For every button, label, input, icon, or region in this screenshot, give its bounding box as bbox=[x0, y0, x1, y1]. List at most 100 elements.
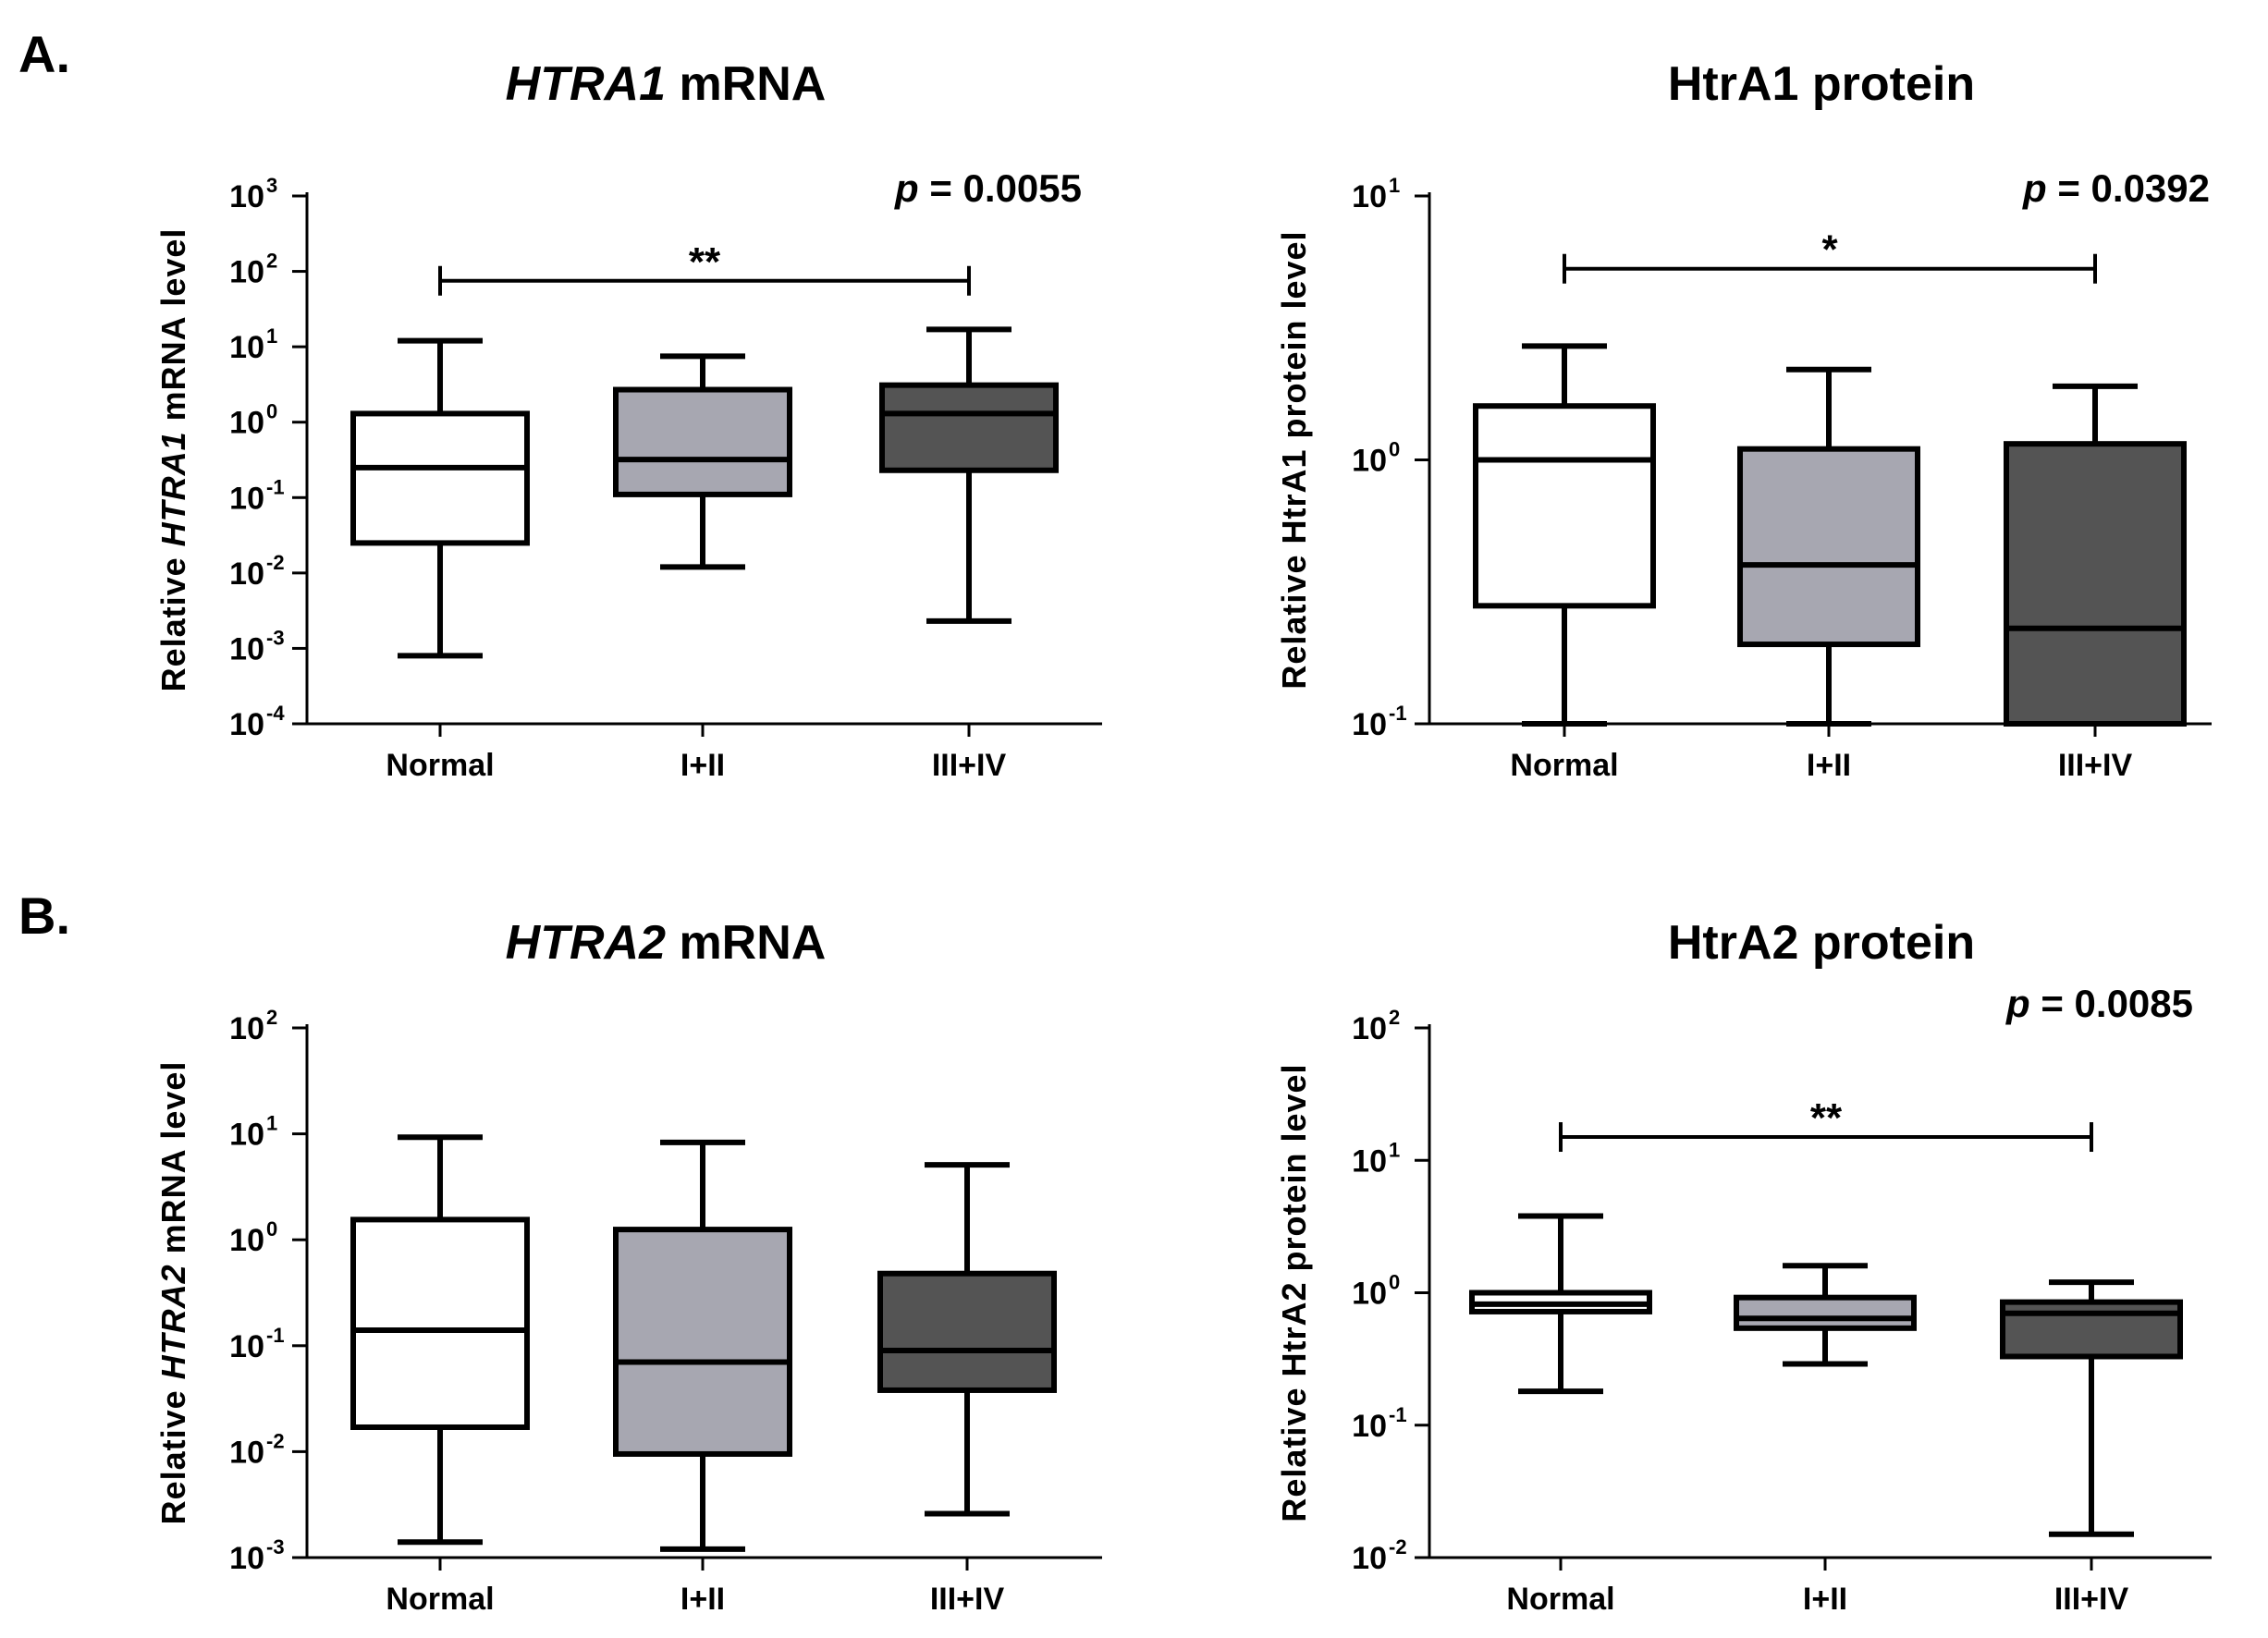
p-value: p = 0.0085 bbox=[2005, 982, 2193, 1025]
x-tick-label: I+II bbox=[1807, 748, 1851, 783]
x-tick-label: Normal bbox=[1510, 748, 1618, 783]
box-iqr bbox=[1737, 446, 1920, 648]
significance-stars: ** bbox=[689, 239, 721, 285]
y-tick-exponent: 0 bbox=[266, 1217, 277, 1241]
box-normal bbox=[350, 1134, 530, 1546]
y-tick-exponent: -3 bbox=[266, 1535, 285, 1559]
y-tick-label: 10 bbox=[1352, 1143, 1387, 1179]
y-axis-label-part: HTRA2 bbox=[154, 1264, 192, 1379]
y-axis-label: Relative HTRA2 mRNA level bbox=[154, 1061, 192, 1525]
y-tick-exponent: 2 bbox=[266, 1006, 277, 1029]
y-tick-exponent: -1 bbox=[1389, 1403, 1407, 1426]
y-tick-exponent: 0 bbox=[1389, 1271, 1400, 1294]
chart-title-text: HtrA2 protein bbox=[1668, 916, 1975, 970]
y-tick-label: 10 bbox=[229, 707, 264, 742]
chart-title-text: mRNA bbox=[666, 916, 826, 970]
box-normal bbox=[1469, 1213, 1652, 1395]
y-tick-label: 10 bbox=[1352, 179, 1387, 214]
box-normal bbox=[1473, 343, 1656, 727]
significance-stars: * bbox=[1821, 227, 1838, 273]
y-tick-label: 10 bbox=[229, 1011, 264, 1046]
box-iqr bbox=[1473, 403, 1656, 609]
y-tick-label: 10 bbox=[1352, 1541, 1387, 1576]
y-tick-exponent: -2 bbox=[1389, 1535, 1407, 1559]
box-iqr bbox=[613, 1227, 792, 1457]
y-tick-exponent: -1 bbox=[266, 475, 285, 498]
panel-label-b: B. bbox=[18, 886, 70, 945]
y-tick-exponent: 2 bbox=[1389, 1006, 1400, 1029]
y-tick-label: 10 bbox=[229, 330, 264, 365]
p-value-number: = 0.0085 bbox=[2030, 982, 2193, 1025]
box-i-ii bbox=[1737, 366, 1920, 727]
p-value: p = 0.0055 bbox=[894, 166, 1082, 210]
y-tick-exponent: 2 bbox=[266, 250, 277, 273]
chart-title: HtrA2 protein bbox=[1668, 916, 1975, 970]
box-iqr bbox=[350, 1216, 530, 1430]
x-tick-label: III+IV bbox=[930, 1582, 1005, 1617]
p-value-symbol: p bbox=[894, 166, 919, 210]
y-tick-label: 10 bbox=[1352, 707, 1387, 742]
box-iii-iv bbox=[2004, 383, 2187, 727]
p-value-symbol: p bbox=[2005, 982, 2030, 1025]
y-axis-label-part: HTRA1 bbox=[154, 431, 192, 546]
chart-htra2-protein: HtrA2 protein Relative HtrA2 protein leve… bbox=[1275, 916, 2212, 1617]
y-tick-exponent: 1 bbox=[1389, 174, 1400, 197]
y-axis-label-part: Relative bbox=[154, 546, 192, 691]
chart-title: HTRA1 mRNA bbox=[506, 57, 827, 111]
y-tick-label: 10 bbox=[229, 1435, 264, 1470]
p-value-number: = 0.0055 bbox=[919, 166, 1082, 210]
y-axis-label-part: mRNA level bbox=[154, 1061, 192, 1265]
y-tick-exponent: -4 bbox=[266, 702, 285, 725]
y-tick-exponent: 1 bbox=[266, 324, 277, 348]
y-tick-exponent: 1 bbox=[266, 1112, 277, 1135]
chart-title: HTRA2 mRNA bbox=[506, 916, 827, 970]
box-iii-iv bbox=[2000, 1279, 2183, 1537]
box-iqr bbox=[879, 382, 1059, 473]
y-tick-label: 10 bbox=[229, 1541, 264, 1576]
chart-title-text: HtrA1 protein bbox=[1668, 57, 1975, 111]
x-tick-label: I+II bbox=[680, 748, 725, 783]
y-tick-label: 10 bbox=[229, 1223, 264, 1258]
y-axis-label: Relative HtrA1 protein level bbox=[1275, 230, 1313, 689]
box-normal bbox=[350, 337, 530, 659]
y-tick-exponent: 0 bbox=[1389, 438, 1400, 461]
box-i-ii bbox=[613, 353, 792, 570]
box-i-ii bbox=[1734, 1263, 1917, 1367]
box-iqr bbox=[350, 410, 530, 546]
y-axis-label-part: Relative HtrA2 protein level bbox=[1275, 1063, 1313, 1522]
y-tick-label: 10 bbox=[229, 481, 264, 516]
y-axis-label-part: Relative HtrA1 protein level bbox=[1275, 230, 1313, 689]
x-tick-label: III+IV bbox=[932, 748, 1007, 783]
p-value-symbol: p bbox=[2022, 166, 2047, 210]
box-iqr bbox=[1734, 1294, 1917, 1331]
y-tick-exponent: -1 bbox=[266, 1324, 285, 1347]
y-tick-label: 10 bbox=[229, 556, 264, 592]
y-tick-label: 10 bbox=[229, 179, 264, 214]
box-iqr bbox=[2004, 441, 2187, 727]
x-tick-label: Normal bbox=[386, 1582, 494, 1617]
box-iii-iv bbox=[879, 326, 1059, 624]
box-iqr bbox=[877, 1270, 1057, 1393]
y-tick-label: 10 bbox=[1352, 444, 1387, 479]
y-axis-label-part: Relative bbox=[154, 1379, 192, 1524]
y-tick-label: 10 bbox=[229, 1118, 264, 1153]
y-tick-label: 10 bbox=[1352, 1409, 1387, 1444]
y-tick-label: 10 bbox=[229, 1329, 264, 1364]
panel-label-a: A. bbox=[18, 25, 70, 83]
chart-title: HtrA1 protein bbox=[1668, 57, 1975, 111]
y-tick-exponent: -1 bbox=[1389, 702, 1407, 725]
y-axis-label-part: mRNA level bbox=[154, 228, 192, 432]
chart-title-italic: HTRA1 bbox=[506, 57, 666, 111]
y-tick-exponent: 0 bbox=[266, 400, 277, 423]
box-iii-iv bbox=[877, 1162, 1057, 1517]
box-iqr bbox=[613, 386, 792, 497]
x-tick-label: III+IV bbox=[2054, 1582, 2129, 1617]
box-iqr bbox=[2000, 1299, 2183, 1360]
chart-title-italic: HTRA2 bbox=[506, 916, 666, 970]
chart-htra1-protein: HtrA1 protein Relative HtrA1 protein leve… bbox=[1275, 57, 2212, 783]
p-value: p = 0.0392 bbox=[2022, 166, 2210, 210]
p-value-number: = 0.0392 bbox=[2047, 166, 2210, 210]
y-tick-exponent: 3 bbox=[266, 174, 277, 197]
y-tick-exponent: -3 bbox=[266, 626, 285, 649]
